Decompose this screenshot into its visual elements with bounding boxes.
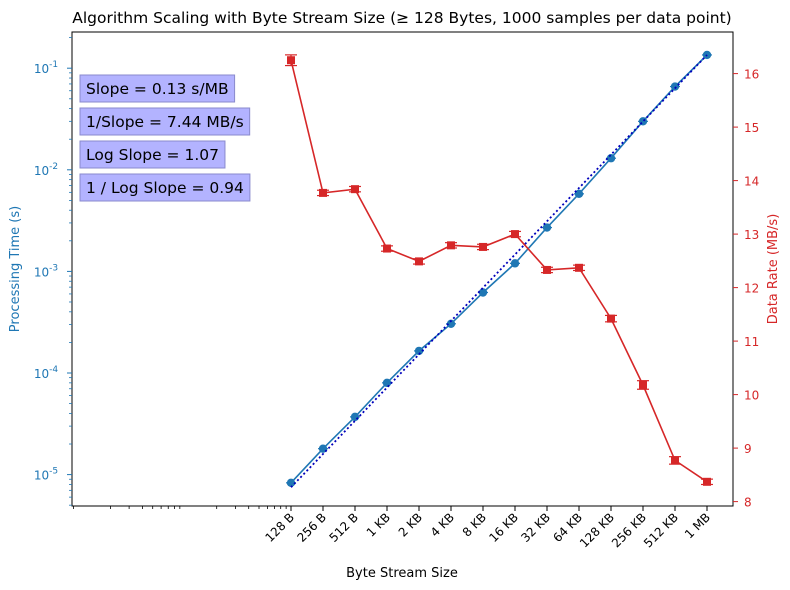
- rate-point: [415, 257, 423, 266]
- x-tick-label: 16 KB: [486, 510, 521, 545]
- right-tick-label: 10: [744, 389, 759, 403]
- time-point: [606, 154, 616, 163]
- fit-line: [290, 54, 708, 488]
- x-tick-label: 512 KB: [641, 510, 681, 550]
- time-point: [382, 378, 392, 388]
- x-tick-label: 1 MB: [682, 510, 713, 541]
- right-tick-label: 12: [744, 282, 759, 296]
- x-tick-label: 32 KB: [518, 510, 553, 545]
- rate-point: [447, 241, 455, 250]
- x-tick-label: 512 B: [327, 510, 362, 545]
- x-axis-label: Byte Stream Size: [346, 566, 458, 581]
- annotation-box: [79, 74, 236, 103]
- right-tick-label: 16: [744, 68, 759, 82]
- annotation-text: 1/Slope = 7.44 MB/s: [86, 113, 244, 131]
- annotation-box: [79, 140, 226, 169]
- x-tick-label: 4 KB: [428, 510, 457, 539]
- x-tick-label: 256 KB: [609, 510, 649, 550]
- right-tick-label: 14: [744, 175, 759, 189]
- time-point: [510, 259, 520, 268]
- rate-point: [351, 185, 359, 194]
- time-point: [414, 346, 424, 356]
- rate-point: [575, 263, 583, 272]
- rate-point: [639, 380, 647, 389]
- x-tick-label: 128 KB: [577, 510, 617, 550]
- right-y-axis: 8 9 10 11 12 13 14 15 16: [733, 68, 759, 510]
- rate-point: [607, 314, 615, 323]
- x-tick-label: 1 KB: [364, 510, 393, 539]
- rate-point: [703, 477, 711, 486]
- annotation-text: 1 / Log Slope = 0.94: [86, 179, 244, 197]
- rate-point: [671, 456, 679, 465]
- time-point: [574, 189, 584, 199]
- rate-point: [511, 230, 519, 239]
- left-y-axis: 10-5 10-4 10-3 10-2 10-1: [34, 37, 72, 506]
- annotations: Slope = 0.13 s/MB 1/Slope = 7.44 MB/s Log …: [79, 74, 251, 202]
- rate-point: [543, 265, 551, 274]
- x-tick-label: 8 KB: [460, 510, 489, 539]
- time-point: [478, 288, 488, 297]
- left-tick-label: 10-4: [34, 365, 59, 381]
- left-tick-label: 10-1: [34, 60, 58, 76]
- left-y-axis-label: Processing Time (s): [8, 206, 23, 332]
- left-tick-label: 10-3: [34, 263, 58, 279]
- series-layer: [285, 50, 713, 488]
- annotation-text: Slope = 0.13 s/MB: [86, 80, 229, 98]
- time-point: [446, 319, 456, 328]
- rate-point: [383, 244, 391, 253]
- x-tick-label: 128 B: [263, 510, 298, 545]
- time-point: [638, 117, 648, 126]
- right-tick-label: 13: [744, 228, 759, 242]
- right-y-axis-label: Data Rate (MB/s): [766, 214, 781, 325]
- right-tick-label: 15: [744, 121, 759, 135]
- time-point: [702, 50, 712, 60]
- left-tick-label: 10-2: [34, 162, 58, 178]
- rate-point: [479, 242, 487, 251]
- right-tick-label: 8: [744, 496, 752, 510]
- rate-point: [319, 188, 327, 197]
- chart-title: Algorithm Scaling with Byte Stream Size …: [72, 9, 731, 27]
- rate-series-line: [290, 60, 708, 483]
- rate-point: [287, 56, 295, 65]
- x-tick-label: 256 B: [295, 510, 330, 545]
- x-tick-label: 2 KB: [396, 510, 425, 539]
- time-point: [542, 223, 552, 232]
- annotation-box: [79, 173, 251, 202]
- right-tick-label: 9: [744, 442, 752, 456]
- annotation-text: Log Slope = 1.07: [86, 146, 219, 164]
- time-point: [286, 478, 296, 488]
- right-tick-label: 11: [744, 335, 759, 349]
- plot-frame: [71, 31, 734, 507]
- annotation-box: [79, 107, 251, 136]
- left-tick-label: 10-5: [34, 467, 58, 483]
- time-point: [670, 82, 680, 91]
- time-point: [350, 412, 360, 422]
